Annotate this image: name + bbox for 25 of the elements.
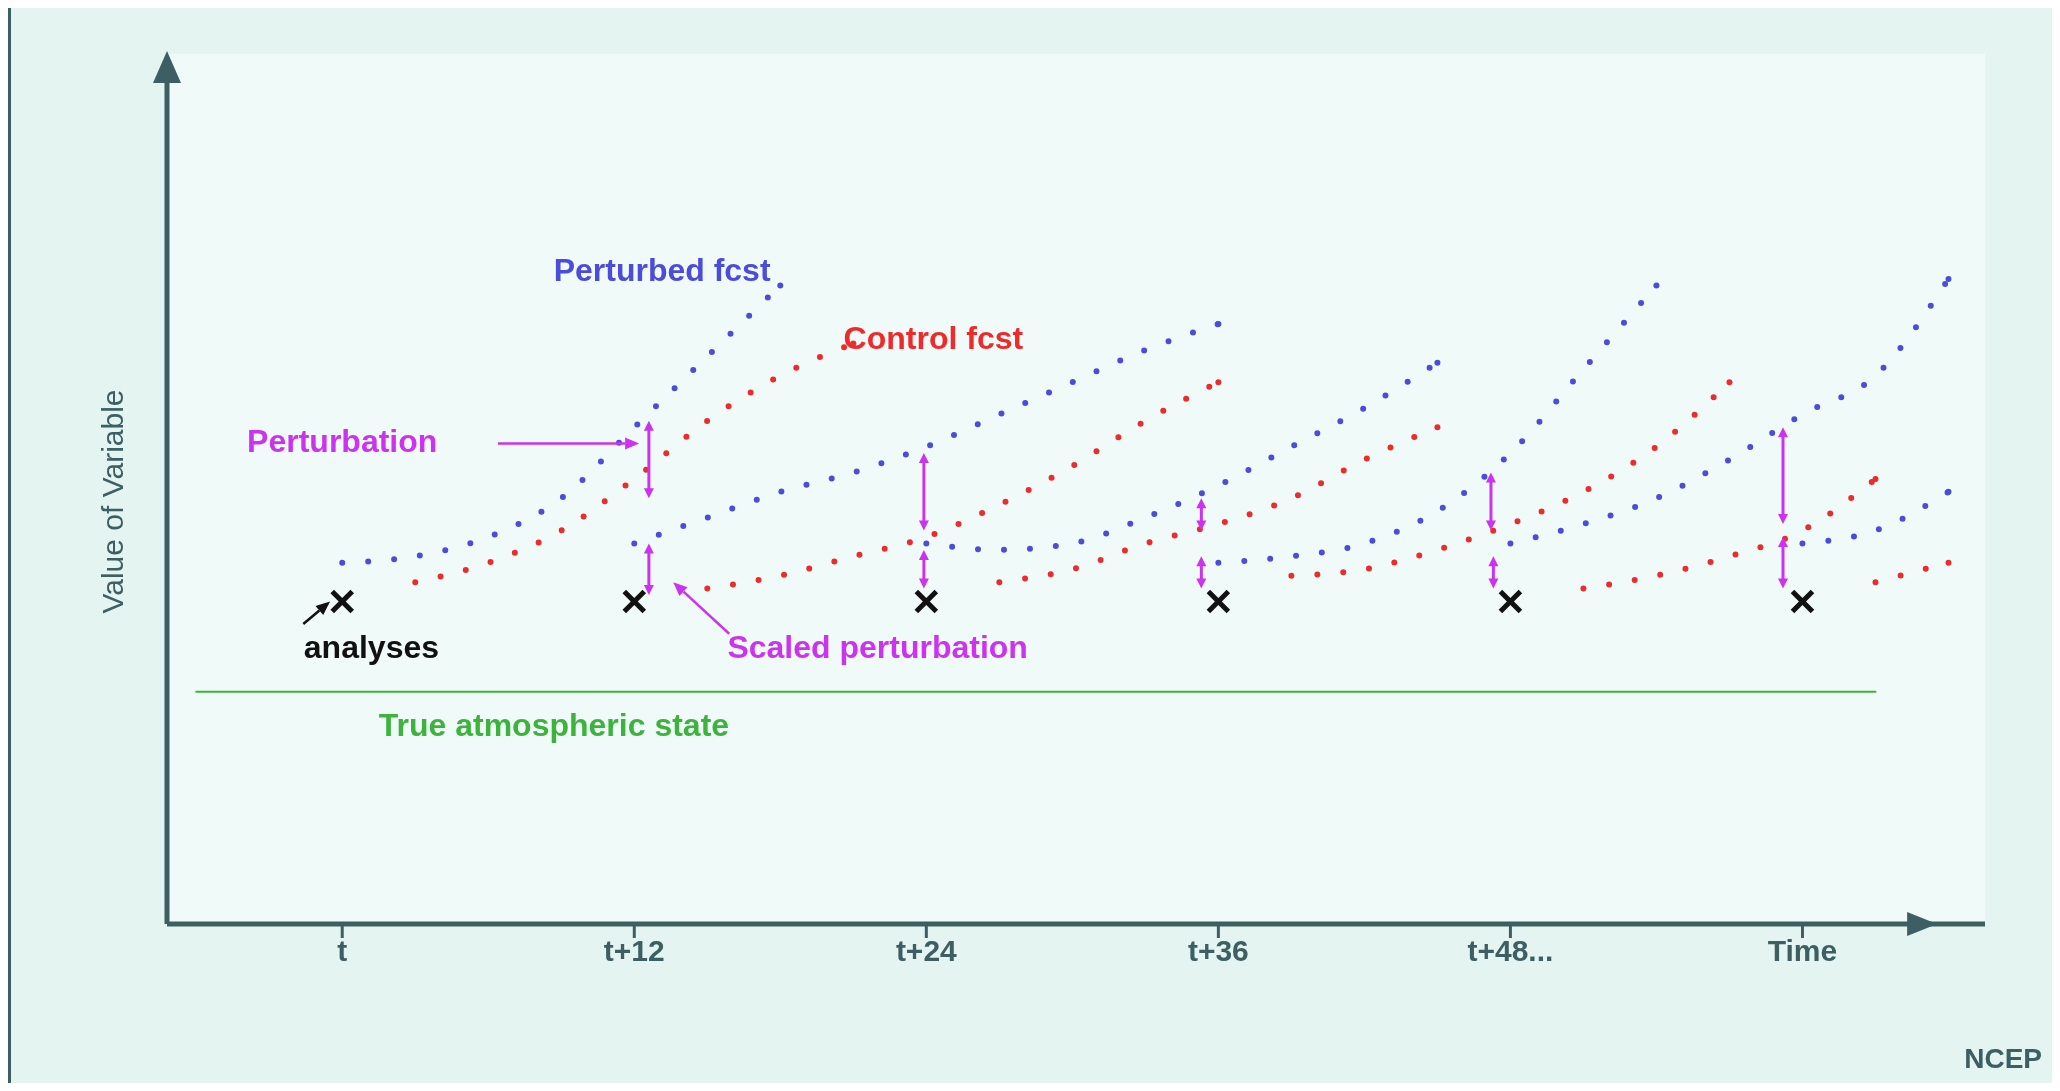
point bbox=[1945, 559, 1952, 566]
point bbox=[1945, 275, 1952, 282]
x-tick-label: t+12 bbox=[603, 934, 665, 968]
point bbox=[1945, 488, 1952, 495]
x-tick-label: t+36 bbox=[1187, 934, 1249, 968]
x-tick-label: Time bbox=[1767, 934, 1838, 968]
point bbox=[1434, 359, 1441, 366]
point bbox=[1726, 379, 1733, 386]
annotation: Scaled perturbation bbox=[727, 629, 1028, 666]
legend-label: analyses bbox=[303, 629, 440, 666]
series-label: Control fcst bbox=[843, 319, 1024, 356]
point bbox=[1434, 424, 1441, 431]
point bbox=[777, 282, 784, 289]
x-tick-label: t+48... bbox=[1467, 934, 1554, 968]
series-label: Perturbed fcst bbox=[553, 251, 771, 288]
point bbox=[1872, 475, 1879, 482]
series-label: True atmospheric state bbox=[378, 706, 730, 743]
point bbox=[1215, 379, 1222, 386]
annotation: Perturbation bbox=[247, 422, 438, 459]
point bbox=[1653, 282, 1660, 289]
x-tick-label: t bbox=[337, 934, 348, 968]
x-tick-label: t+24 bbox=[895, 934, 958, 968]
text: NCEP bbox=[1964, 1043, 2042, 1075]
point bbox=[1215, 321, 1222, 328]
y-axis-title: Value of Variable bbox=[95, 389, 129, 614]
